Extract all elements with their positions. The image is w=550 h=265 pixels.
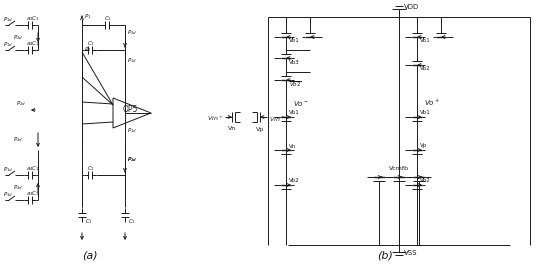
Text: (b): (b) [377,250,393,260]
Text: Vb1: Vb1 [420,38,431,43]
Text: $P_{2d}$: $P_{2d}$ [16,100,26,108]
Text: (a): (a) [82,250,98,260]
Text: Vb2: Vb2 [289,179,300,183]
Text: VDD: VDD [404,4,419,10]
Text: $P_{2d}$: $P_{2d}$ [13,136,23,144]
Text: VSS: VSS [404,250,417,256]
Text: Vp: Vp [420,144,427,148]
Text: $P_{1d}$: $P_{1d}$ [127,56,138,65]
Text: Vp: Vp [256,126,264,131]
Text: $P_{1d}$: $P_{1d}$ [3,41,13,50]
Text: $C_1$: $C_1$ [87,39,95,48]
Text: $P_2$: $P_2$ [84,46,91,54]
Text: $\overline{Vb2}$: $\overline{Vb2}$ [289,79,302,89]
Text: $Vin^+$: $Vin^+$ [207,114,223,123]
Text: $P_{1d}$: $P_{1d}$ [3,191,13,200]
Text: $P_{1d}$: $P_{1d}$ [127,156,138,165]
Text: $C_1$: $C_1$ [128,218,136,227]
Text: $C_1$: $C_1$ [85,218,93,227]
Text: $Vin^-$: $Vin^-$ [269,115,285,123]
Text: $a_4C_1$: $a_4C_1$ [26,165,40,174]
Text: Vb1: Vb1 [289,38,300,43]
Text: $P_{2d}$: $P_{2d}$ [13,33,23,42]
Text: $P_{1d}$: $P_{1d}$ [3,166,13,174]
Text: Vb1: Vb1 [420,111,431,116]
Text: Vn: Vn [289,144,296,148]
Text: Vcmfb: Vcmfb [389,166,409,170]
Text: $a_4C_1$: $a_4C_1$ [26,39,40,48]
Text: Vb2: Vb2 [420,67,431,72]
Text: $P_{1d}$: $P_{1d}$ [127,127,138,135]
Text: $C_1$: $C_1$ [87,165,95,174]
Text: OP5: OP5 [123,105,139,114]
Text: Vb3: Vb3 [289,60,300,64]
Text: Vb1: Vb1 [289,111,300,116]
Text: $Vo^-$: $Vo^-$ [293,99,309,108]
Text: $a_3C_1$: $a_3C_1$ [26,15,40,23]
Text: $Vo^+$: $Vo^+$ [424,98,440,108]
Text: $P_{2d}$: $P_{2d}$ [127,156,138,165]
Text: $P_{2d}$: $P_{2d}$ [127,28,138,37]
Text: Vn: Vn [228,126,236,131]
Text: Vb2: Vb2 [420,179,431,183]
Text: $P_{1d}$: $P_{1d}$ [3,16,13,24]
Text: $P_{2d}$: $P_{2d}$ [13,183,23,192]
Text: $C_1$: $C_1$ [104,15,112,23]
Text: $P_1$: $P_1$ [84,12,91,21]
Text: $a_3C_1$: $a_3C_1$ [26,189,40,198]
